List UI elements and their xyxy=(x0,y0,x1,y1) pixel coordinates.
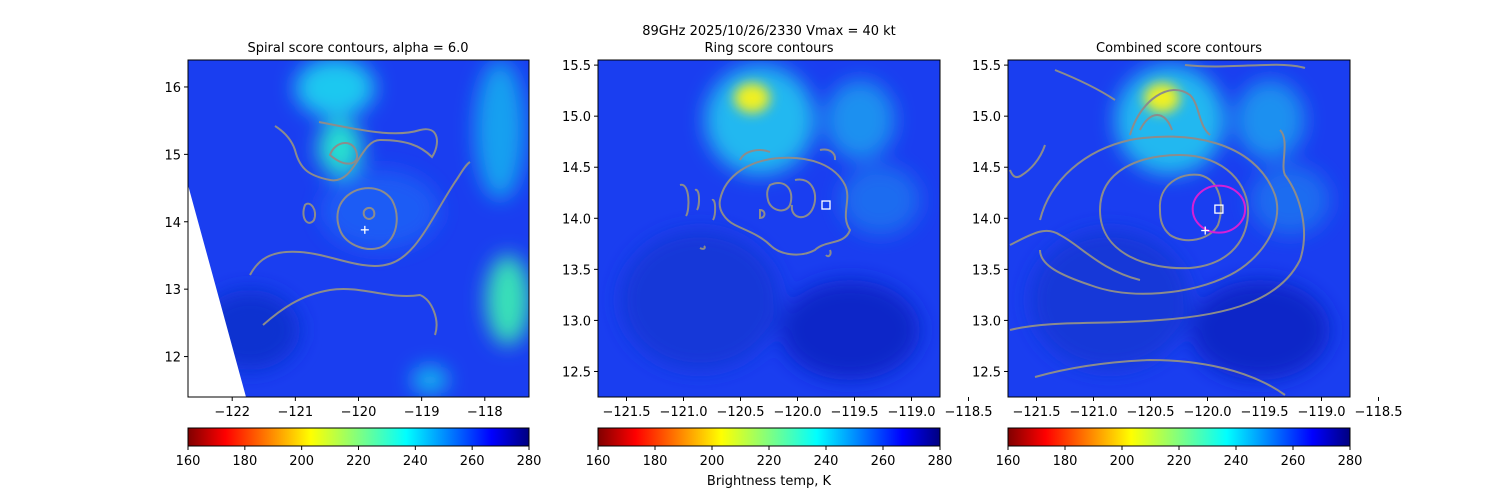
x-tick-label: −120.5 xyxy=(716,405,764,420)
y-tick-label: 15.0 xyxy=(972,110,1001,125)
x-tick-label: −118.5 xyxy=(944,405,992,420)
colorbar-tick-label: 280 xyxy=(517,454,542,469)
y-tick-label: 13 xyxy=(164,283,181,298)
colorbar-tick-label: 260 xyxy=(1281,454,1306,469)
colorbar-tick-label: 200 xyxy=(289,454,314,469)
y-tick-label: 15.5 xyxy=(562,59,591,74)
colorbar-tick-label: 220 xyxy=(346,454,371,469)
colorbar-tick-label: 240 xyxy=(814,454,839,469)
colorbar-tick-label: 220 xyxy=(1167,454,1192,469)
y-tick-label: 12 xyxy=(164,351,181,366)
colorbar-tick-label: 200 xyxy=(1110,454,1135,469)
x-tick-label: −121.5 xyxy=(602,405,650,420)
panel-spiral: −122 −121 −120 −119 −118 12 13 14 15 16 Spiral sc… xyxy=(164,41,530,420)
x-tick-label: −119.0 xyxy=(887,405,935,420)
colorbar-1: 160 180 200 220 240 260 280 xyxy=(176,427,542,469)
x-tick-label: −119 xyxy=(404,405,440,420)
y-tick-label: 15 xyxy=(164,148,181,163)
x-tick-label: −118.5 xyxy=(1354,405,1402,420)
colorbar-tick-label: 280 xyxy=(928,454,953,469)
colorbar-3: 160 180 200 220 240 260 280 xyxy=(996,427,1363,469)
combined-title: Combined score contours xyxy=(1096,41,1262,56)
x-tick-label: −121 xyxy=(277,405,313,420)
y-tick-label: 13.5 xyxy=(562,263,591,278)
combined-marks: −121.5 −121.0 −120.5 −120.0 −119.5 −119.0 −118… xyxy=(972,59,1403,420)
y-tick-label: 16 xyxy=(164,81,181,96)
colorbar-tick-label: 180 xyxy=(643,454,668,469)
y-tick-label: 12.5 xyxy=(562,365,591,380)
y-tick-label: 13.5 xyxy=(972,263,1001,278)
spiral-heatmap xyxy=(188,60,529,397)
x-tick-label: −119.5 xyxy=(830,405,878,420)
y-tick-label: 15.0 xyxy=(562,110,591,125)
ring-marks: −121.5 −121.0 −120.5 −120.0 −119.5 −119.0 −118… xyxy=(562,59,993,420)
y-tick-label: 14.0 xyxy=(972,212,1001,227)
x-tick-label: −121.5 xyxy=(1012,405,1060,420)
x-tick-label: −120.5 xyxy=(1126,405,1174,420)
colorbar-tick-label: 260 xyxy=(871,454,896,469)
colorbar-tick-label: 240 xyxy=(403,454,428,469)
ring-heatmap xyxy=(598,60,940,397)
x-tick-label: −119.5 xyxy=(1240,405,1288,420)
x-tick-label: −120.0 xyxy=(1183,405,1231,420)
ring-fit-circle xyxy=(1191,184,1247,234)
colorbar-tick-label: 260 xyxy=(460,454,485,469)
center-square-marker xyxy=(821,200,831,210)
x-tick-label: −121.0 xyxy=(1069,405,1117,420)
colorbar-tick-label: 220 xyxy=(757,454,782,469)
colorbar-tick-label: 160 xyxy=(176,454,201,469)
x-tick-label: −120 xyxy=(341,405,377,420)
y-tick-label: 14.5 xyxy=(562,161,591,176)
x-tick-label: −120.0 xyxy=(773,405,821,420)
spiral-marks: −122 −121 −120 −119 −118 12 13 14 15 16 xyxy=(164,81,502,420)
colorbar-label: Brightness temp, K xyxy=(707,474,832,489)
suptitle: 89GHz 2025/10/26/2330 Vmax = 40 kt xyxy=(642,24,896,39)
colorbar-2: 160 180 200 220 240 260 280 xyxy=(586,427,953,469)
center-square-marker xyxy=(1214,204,1224,214)
y-tick-label: 13.0 xyxy=(562,314,591,329)
colorbar-tick-label: 200 xyxy=(700,454,725,469)
y-tick-label: 14 xyxy=(164,216,181,231)
x-tick-label: −119.0 xyxy=(1297,405,1345,420)
center-plus-marker xyxy=(360,225,369,234)
y-tick-label: 12.5 xyxy=(972,365,1001,380)
x-tick-label: −121.0 xyxy=(659,405,707,420)
x-tick-label: −122 xyxy=(214,405,250,420)
panel-combined: −121.5 −121.0 −120.5 −120.0 −119.5 −119.0 −118… xyxy=(972,41,1403,420)
y-tick-label: 14.5 xyxy=(972,161,1001,176)
colorbar-tick-label: 160 xyxy=(586,454,611,469)
colorbar-tick-label: 180 xyxy=(232,454,257,469)
center-plus-marker xyxy=(1201,226,1210,235)
colorbar-tick-label: 280 xyxy=(1338,454,1363,469)
colorbar-tick-label: 240 xyxy=(1224,454,1249,469)
ring-title: Ring score contours xyxy=(704,41,833,56)
spiral-title: Spiral score contours, alpha = 6.0 xyxy=(247,41,468,56)
y-tick-label: 15.5 xyxy=(972,59,1001,74)
y-tick-label: 14.0 xyxy=(562,212,591,227)
x-tick-label: −118 xyxy=(467,405,503,420)
colorbar-tick-label: 160 xyxy=(996,454,1021,469)
combined-heatmap xyxy=(1008,60,1350,397)
colorbar-tick-label: 180 xyxy=(1053,454,1078,469)
panel-ring: −121.5 −121.0 −120.5 −120.0 −119.5 −119.0 −118… xyxy=(562,41,993,420)
y-tick-label: 13.0 xyxy=(972,314,1001,329)
